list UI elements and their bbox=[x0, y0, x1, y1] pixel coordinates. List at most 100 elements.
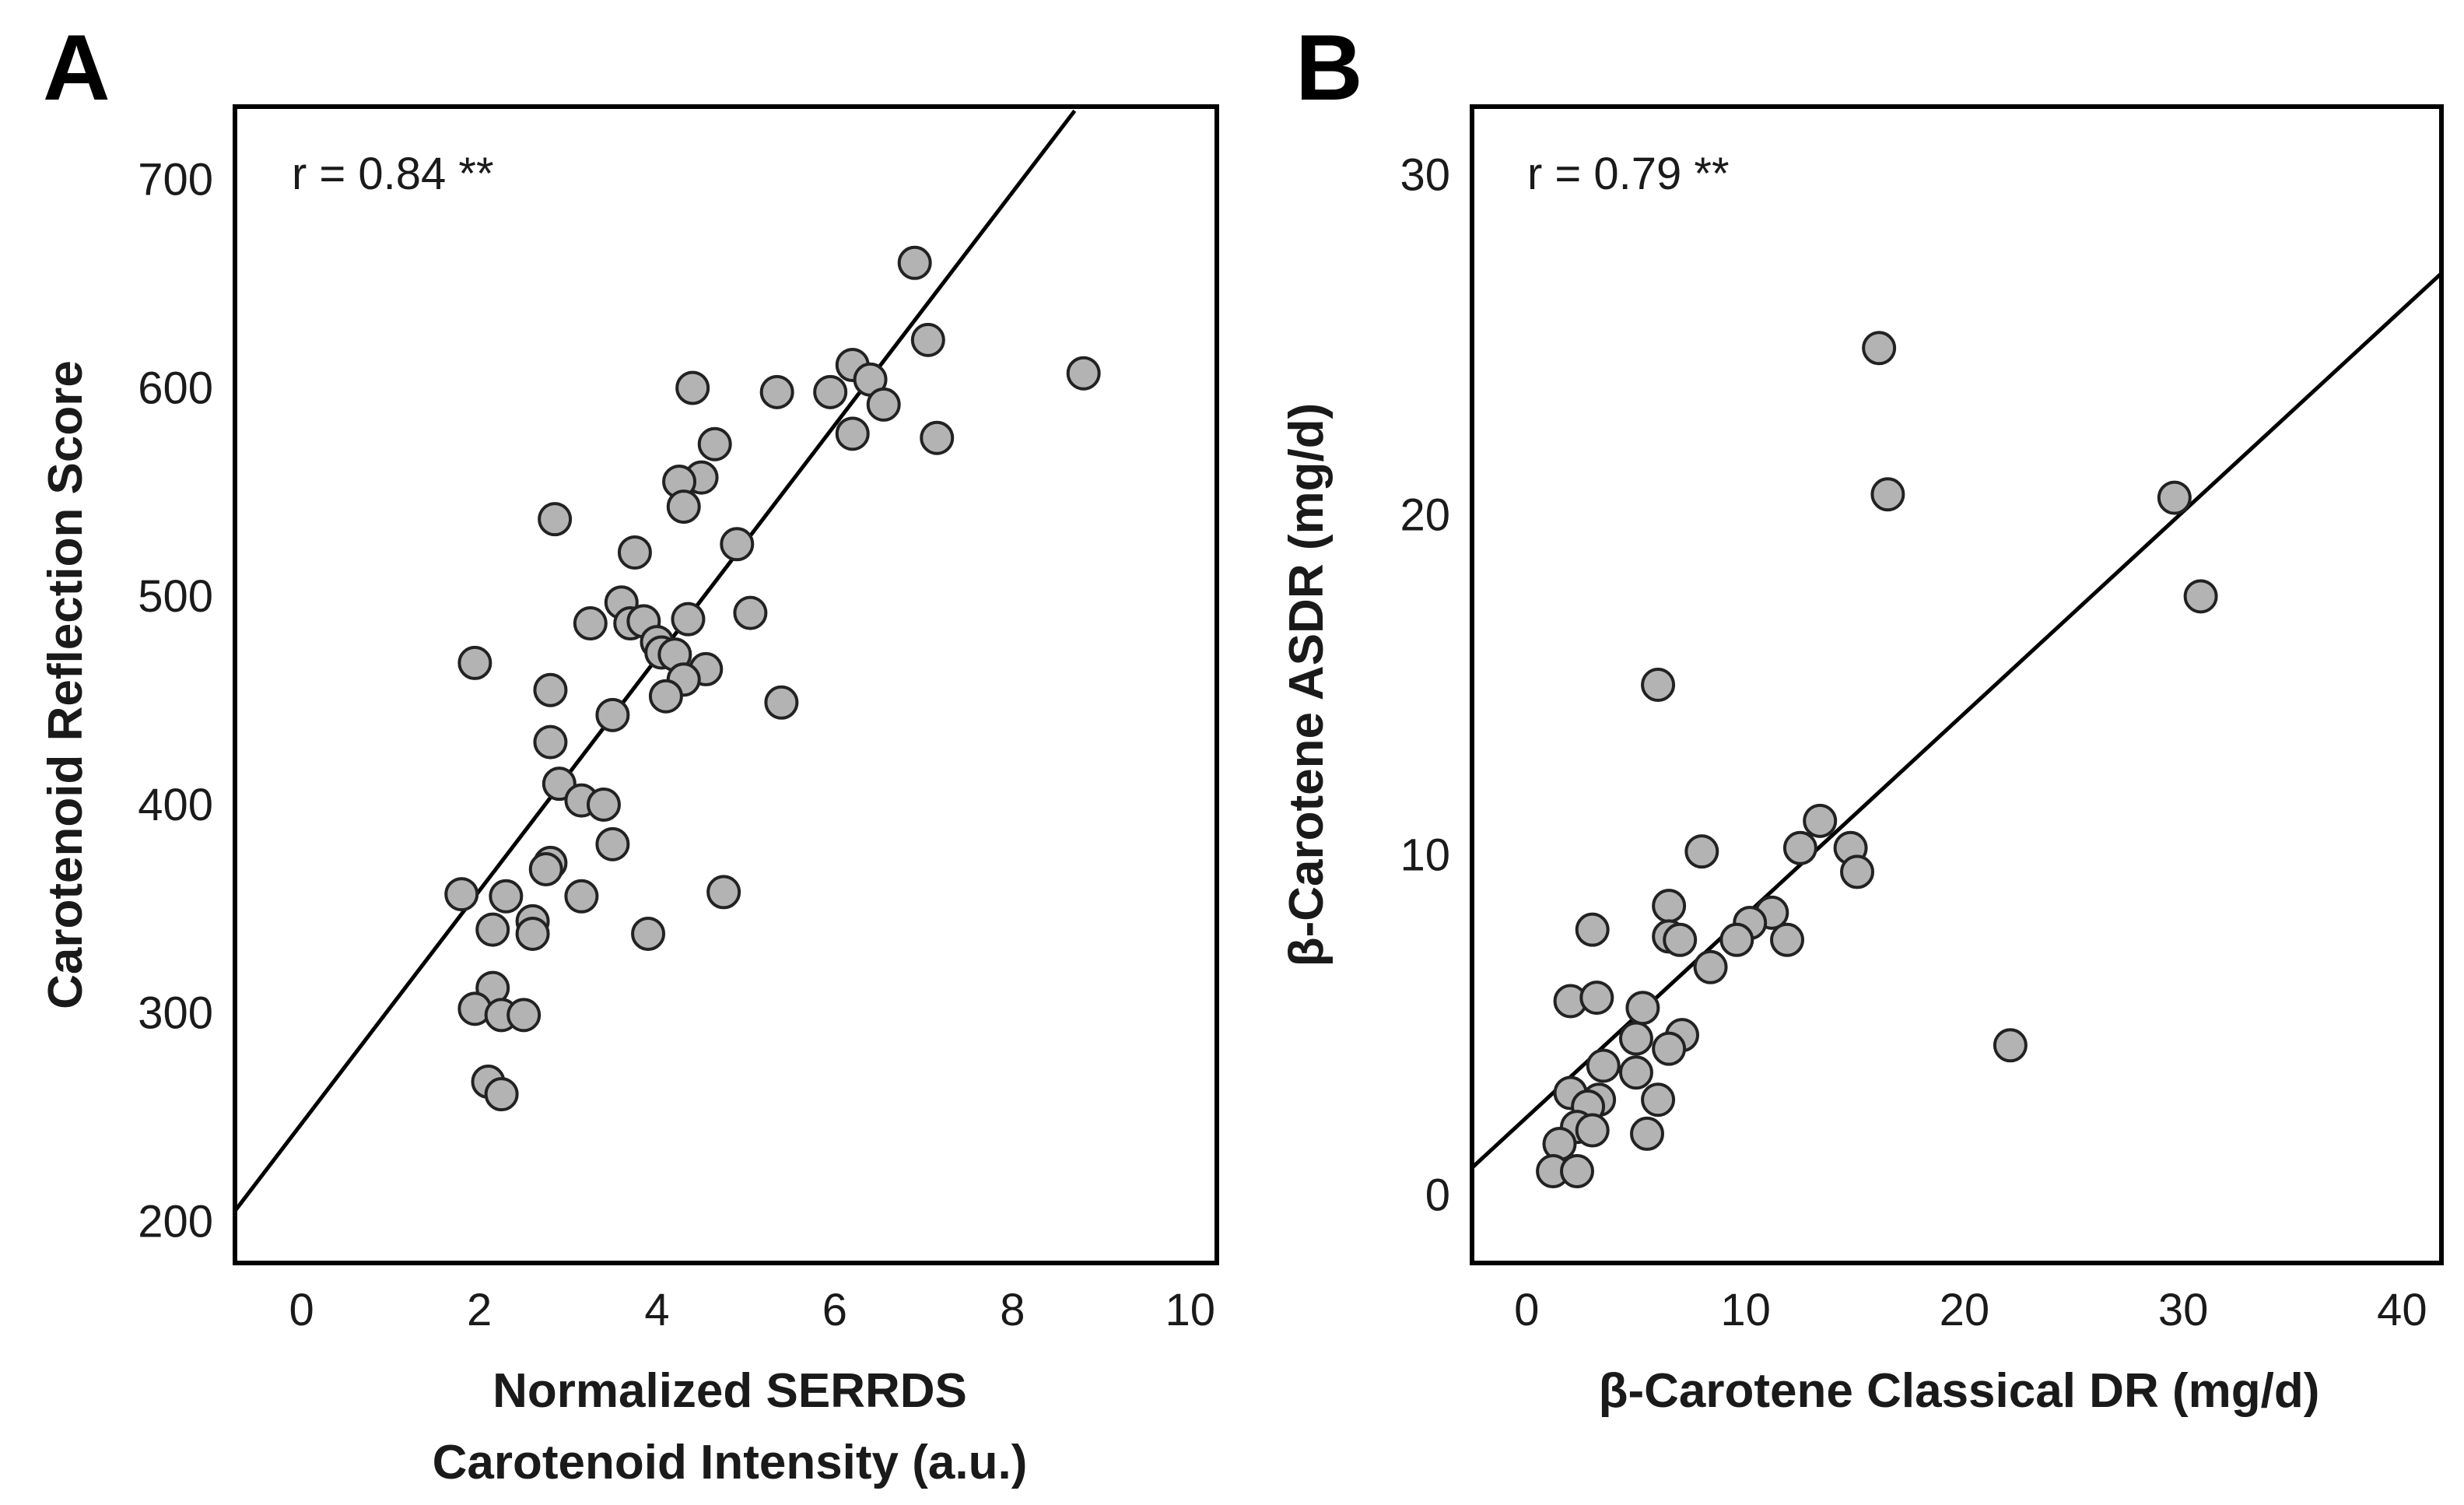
panel-a-data-point bbox=[897, 245, 932, 280]
panel-b-y-tick-label: 0 bbox=[1425, 1170, 1450, 1221]
panel-a-data-point bbox=[631, 916, 666, 951]
panel-b-data-point bbox=[1652, 889, 1687, 924]
panel-a: A 200 300 400 500 600 700 0 2 4 6 8 10 r = 0.84 **… bbox=[39, 16, 1219, 1489]
panel-b-x-axis-label: β-Carotene Classical DR (mg/d) bbox=[1599, 1364, 2320, 1418]
panel-a-data-point bbox=[457, 645, 492, 680]
panel-a-y-tick-label: 700 bbox=[138, 155, 213, 205]
panel-a-data-point bbox=[538, 502, 573, 537]
panel-b-correlation-annotation: r = 0.79 ** bbox=[1527, 149, 1730, 199]
panel-b-data-point bbox=[1684, 834, 1719, 869]
panel-b-data-point bbox=[1770, 922, 1805, 957]
panel-a-y-tick-label: 300 bbox=[138, 988, 213, 1039]
panel-a-data-point bbox=[506, 998, 542, 1033]
panel-b-regression-line bbox=[1470, 272, 2443, 1170]
panel-b-data-point bbox=[2183, 579, 2218, 614]
panel-a-data-point bbox=[444, 877, 479, 912]
panel-a-data-point bbox=[586, 787, 621, 822]
panel-a-y-tick-label: 500 bbox=[138, 571, 213, 622]
panel-a-x-tick-label: 8 bbox=[1000, 1285, 1025, 1335]
panel-a-y-tick-label: 600 bbox=[138, 363, 213, 413]
panel-a-data-point bbox=[648, 679, 683, 714]
panel-b-points bbox=[1536, 331, 2218, 1188]
panel-a-data-point bbox=[533, 672, 568, 707]
panel-b-data-point bbox=[1641, 668, 1676, 702]
panel-b-data-point bbox=[1719, 922, 1754, 957]
panel-a-correlation-annotation: r = 0.84 ** bbox=[292, 149, 494, 199]
panel-a-x-tick-label: 2 bbox=[467, 1285, 492, 1335]
panel-a-data-point bbox=[617, 535, 652, 570]
panel-a-data-point bbox=[515, 916, 550, 951]
panel-a-data-point bbox=[1066, 356, 1101, 391]
panel-a-data-point bbox=[573, 606, 608, 641]
panel-a-plot-frame bbox=[233, 104, 1219, 1265]
panel-a-data-point bbox=[920, 420, 955, 455]
panel-b-data-point bbox=[1586, 1048, 1621, 1083]
panel-a-x-tick-label: 10 bbox=[1165, 1285, 1215, 1335]
panel-b-data-point bbox=[1625, 991, 1660, 1026]
panel-b-x-tick-label: 0 bbox=[1514, 1285, 1539, 1335]
panel-a-y-tick-label: 400 bbox=[138, 780, 213, 830]
panel-b-letter: B bbox=[1295, 16, 1363, 120]
panel-a-data-point bbox=[475, 912, 510, 947]
panel-a-x-ticks: 0 2 4 6 8 10 bbox=[289, 1285, 1215, 1335]
panel-b-data-point bbox=[1652, 1031, 1687, 1066]
panel-b-x-tick-label: 20 bbox=[1940, 1285, 1990, 1335]
panel-b-data-point bbox=[1618, 1055, 1653, 1090]
panel-a-data-point bbox=[489, 879, 524, 914]
panel-b-y-tick-label: 10 bbox=[1400, 830, 1450, 881]
panel-a-x-tick-label: 0 bbox=[289, 1285, 314, 1335]
panel-b-x-tick-label: 30 bbox=[2158, 1285, 2209, 1335]
panel-b-plot-frame bbox=[1470, 104, 2444, 1265]
panel-a-data-point bbox=[759, 374, 794, 409]
panel-b-data-point bbox=[1870, 477, 1905, 512]
panel-b-x-tick-label: 40 bbox=[2377, 1285, 2427, 1335]
panel-b-data-point bbox=[2157, 480, 2192, 515]
panel-a-data-point bbox=[595, 697, 630, 732]
panel-b-data-point bbox=[1641, 1082, 1676, 1117]
panel-a-y-ticks: 200 300 400 500 600 700 bbox=[138, 155, 213, 1247]
panel-a-x-tick-label: 6 bbox=[822, 1285, 847, 1335]
panel-b-x-tick-label: 10 bbox=[1720, 1285, 1771, 1335]
panel-a-data-point bbox=[866, 387, 901, 422]
panel-b-data-point bbox=[1579, 981, 1614, 1016]
panel-a-data-point bbox=[533, 724, 568, 760]
panel-a-data-point bbox=[910, 322, 945, 357]
panel-a-letter: A bbox=[43, 16, 110, 120]
panel-a-data-point bbox=[733, 595, 768, 630]
panel-a-x-axis-label-line1: Normalized SERRDS bbox=[492, 1364, 967, 1418]
panel-b-data-point bbox=[1993, 1028, 2028, 1063]
panel-b-data-point bbox=[1560, 1153, 1595, 1188]
panel-b-data-point bbox=[1862, 331, 1897, 366]
panel-a-data-point bbox=[764, 685, 799, 720]
panel-a-y-tick-label: 200 bbox=[138, 1196, 213, 1247]
panel-a-x-tick-label: 4 bbox=[644, 1285, 669, 1335]
panel-b-data-point bbox=[1693, 949, 1728, 984]
panel-a-y-axis-label: Carotenoid Reflection Score bbox=[39, 360, 93, 1009]
panel-a-data-point bbox=[813, 374, 848, 409]
panel-a-points bbox=[444, 245, 1101, 1112]
panel-a-data-point bbox=[666, 489, 701, 524]
panel-a-data-point bbox=[697, 426, 732, 461]
panel-a-data-point bbox=[675, 370, 710, 405]
panel-b-data-point bbox=[1630, 1116, 1665, 1151]
panel-b-y-tick-label: 20 bbox=[1400, 489, 1450, 540]
panel-b-data-point bbox=[1575, 912, 1610, 947]
panel-a-data-point bbox=[671, 602, 706, 637]
panel-a-data-point bbox=[595, 826, 630, 861]
panel-b-data-point bbox=[1782, 830, 1817, 865]
panel-b-data-point bbox=[1803, 803, 1838, 838]
panel-a-data-point bbox=[528, 851, 563, 886]
panel-a-data-point bbox=[564, 879, 599, 914]
panel-a-data-point bbox=[706, 875, 741, 910]
panel-b-data-point bbox=[1663, 922, 1698, 957]
panel-b-y-ticks: 0 10 20 30 bbox=[1400, 149, 1450, 1220]
panel-a-data-point bbox=[484, 1077, 519, 1112]
panel-a-data-point bbox=[720, 527, 755, 562]
panel-b-data-point bbox=[1840, 854, 1875, 889]
panel-b-x-ticks: 0 10 20 30 40 bbox=[1514, 1285, 2427, 1335]
panel-b: B 0 10 20 30 0 10 20 30 40 r = 0.79 ** β-Carote… bbox=[1280, 16, 2444, 1418]
panel-a-data-point bbox=[835, 416, 870, 451]
panel-b-data-point bbox=[1575, 1113, 1610, 1148]
panel-b-data-point bbox=[1618, 1021, 1653, 1056]
